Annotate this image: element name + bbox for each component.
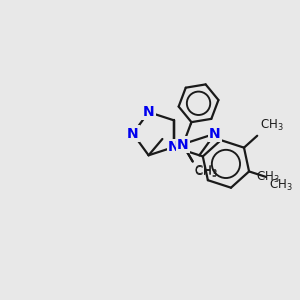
Text: N: N [209, 127, 221, 141]
Text: CH$_3$: CH$_3$ [256, 170, 279, 185]
Text: N: N [127, 127, 139, 141]
Text: N: N [168, 140, 180, 154]
Text: N: N [143, 105, 154, 119]
Text: S: S [169, 140, 179, 154]
Text: CH$_3$: CH$_3$ [194, 164, 218, 179]
Text: CH$_3$: CH$_3$ [269, 178, 293, 193]
Text: N: N [177, 138, 189, 152]
Text: CH$_3$: CH$_3$ [194, 164, 218, 179]
Text: CH$_3$: CH$_3$ [260, 118, 284, 134]
